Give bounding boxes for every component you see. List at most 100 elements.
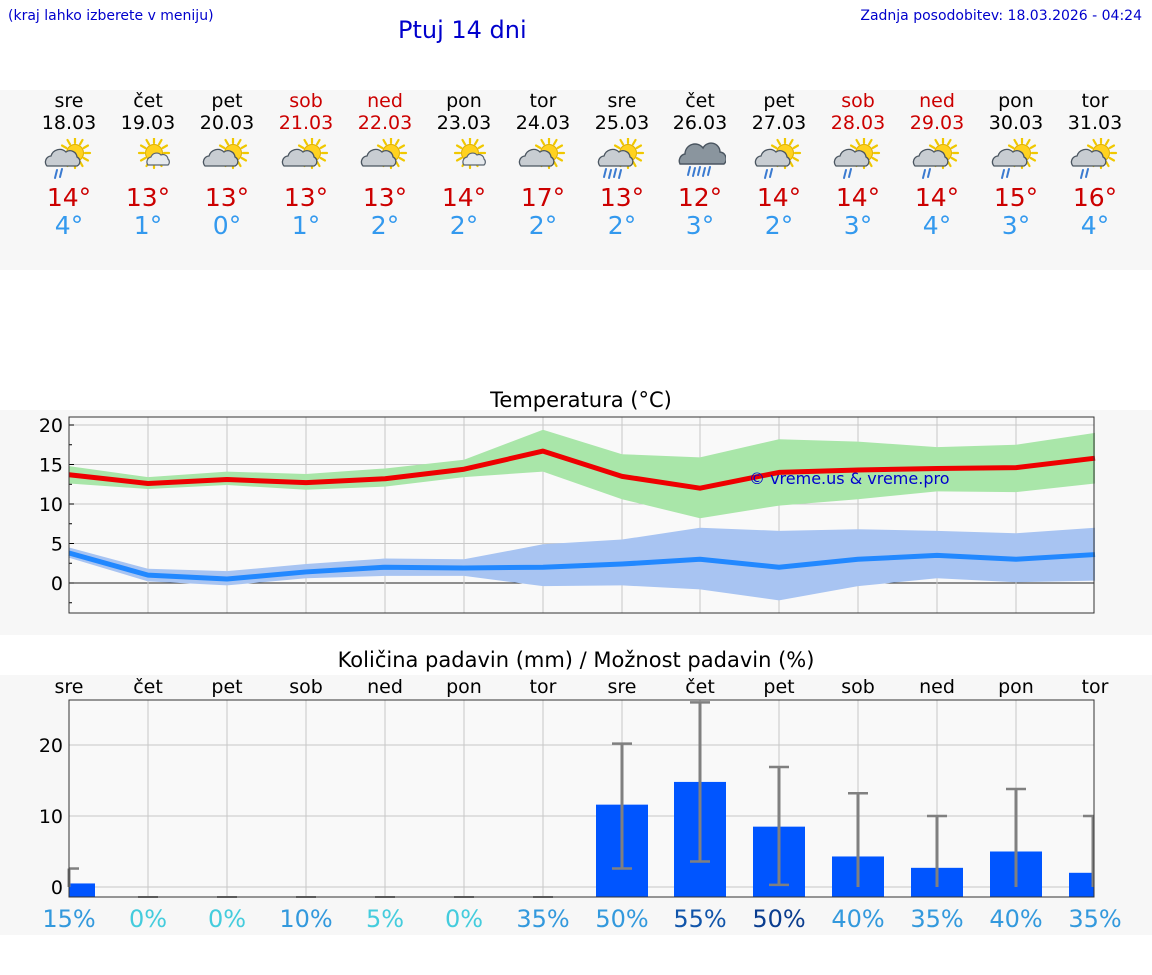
day-date: 26.03 — [672, 112, 728, 134]
sun-small-cloud-icon — [137, 138, 171, 170]
day-date: 19.03 — [120, 112, 176, 134]
day-date: 30.03 — [988, 112, 1044, 134]
precipitation-probability-label: 55% — [673, 905, 726, 933]
day-column: tor 24.03 17° 2° — [504, 90, 583, 240]
precipitation-day-label: tor — [1082, 676, 1109, 698]
day-name: ned — [919, 90, 955, 112]
day-name: tor — [1081, 90, 1109, 112]
day-column: pon 23.03 14° 2° — [425, 90, 504, 240]
max-temperature: 16° — [1072, 183, 1118, 212]
min-temperature: 4° — [1080, 211, 1110, 240]
min-temperature: 0° — [212, 211, 242, 240]
day-column: pet 20.03 13° 0° — [188, 90, 267, 240]
max-temperature: 13° — [599, 183, 645, 212]
min-temperature: 2° — [607, 211, 637, 240]
max-temperature: 14° — [835, 183, 881, 212]
cloud-heavy-rain-icon — [678, 142, 726, 177]
precipitation-error-bar — [927, 814, 947, 887]
precipitation-error-bar — [690, 701, 710, 863]
watermark-text: © vreme.us & vreme.pro — [749, 469, 950, 488]
day-name: sob — [289, 90, 323, 112]
precipitation-day-label: pon — [446, 676, 482, 698]
temperature-y-tick-label: 20 — [39, 415, 63, 437]
sun-cloud-heavy-rain-icon — [597, 138, 645, 179]
precipitation-probability-label: 10% — [279, 905, 332, 933]
precipitation-probability-label: 50% — [595, 905, 648, 933]
precipitation-probability-label: 0% — [445, 905, 483, 933]
precipitation-probability-label: 15% — [42, 905, 95, 933]
sun-cloud-icon — [518, 138, 566, 170]
max-temperature: 14° — [756, 183, 802, 212]
precipitation-y-tick-label: 10 — [39, 806, 63, 828]
sun-cloud-icon — [281, 138, 329, 170]
day-date: 28.03 — [830, 112, 886, 134]
sun-cloud-rain-icon — [991, 138, 1039, 179]
precipitation-probability-label: 35% — [1068, 905, 1121, 933]
precipitation-day-label: pet — [763, 676, 794, 698]
sun-cloud-icon — [202, 138, 250, 170]
day-column: ned 22.03 13° 2° — [346, 90, 425, 240]
max-temperature: 13° — [283, 183, 329, 212]
precipitation-y-tick-label: 0 — [51, 877, 63, 899]
precipitation-probability-label: 35% — [910, 905, 963, 933]
day-column: čet 19.03 13° 1° — [109, 90, 188, 240]
day-column: sre 18.03 14° 4° — [30, 90, 109, 240]
precipitation-day-label: pon — [998, 676, 1034, 698]
day-date: 24.03 — [515, 112, 571, 134]
precipitation-plot-frame — [68, 699, 1095, 898]
precipitation-bar — [69, 883, 95, 897]
min-temperature: 3° — [843, 211, 873, 240]
precipitation-day-label: ned — [367, 676, 403, 698]
day-name: pet — [211, 90, 243, 112]
precipitation-day-label: ned — [919, 676, 955, 698]
max-temperature: 15° — [993, 183, 1039, 212]
sun-small-cloud-icon — [453, 138, 487, 170]
day-name: čet — [685, 90, 715, 112]
precipitation-day-label: sre — [608, 676, 637, 698]
precipitation-chart-title: Količina padavin (mm) / Možnost padavin … — [337, 648, 815, 672]
day-name: tor — [529, 90, 557, 112]
sun-cloud-rain-icon — [833, 138, 881, 179]
day-date: 27.03 — [751, 112, 807, 134]
precipitation-probability-label: 40% — [831, 905, 884, 933]
precipitation-day-label: pet — [211, 676, 242, 698]
precipitation-probability-label: 40% — [989, 905, 1042, 933]
min-temperature: 2° — [764, 211, 794, 240]
day-name: sre — [54, 90, 84, 112]
location-hint-link[interactable]: (kraj lahko izberete v meniju) — [8, 8, 214, 24]
temperature-min-line — [68, 550, 1096, 582]
precipitation-error-bar — [848, 792, 868, 887]
min-temperature: 1° — [291, 211, 321, 240]
sun-cloud-rain-icon — [754, 138, 802, 179]
temperature-y-tick-label: 15 — [39, 455, 63, 477]
day-name: sob — [841, 90, 875, 112]
day-column: tor 31.03 16° 4° — [1056, 90, 1135, 240]
day-column: čet 26.03 12° 3° — [661, 90, 740, 240]
temperature-y-tick-label: 10 — [39, 494, 63, 516]
min-temperature: 2° — [449, 211, 479, 240]
temperature-y-tick-label: 5 — [51, 534, 63, 556]
day-date: 22.03 — [357, 112, 413, 134]
day-date: 31.03 — [1067, 112, 1123, 134]
day-column: sob 21.03 13° 1° — [267, 90, 346, 240]
day-date: 29.03 — [909, 112, 965, 134]
last-update-text: Zadnja posodobitev: 18.03.2026 - 04:24 — [860, 8, 1142, 24]
day-column: pon 30.03 15° 3° — [977, 90, 1056, 240]
precipitation-day-label: čet — [685, 676, 715, 698]
max-temperature: 13° — [125, 183, 171, 212]
precipitation-y-tick-label: 20 — [39, 735, 63, 757]
max-temperature: 13° — [204, 183, 250, 212]
min-temperature: 3° — [1001, 211, 1031, 240]
precipitation-error-bar — [1083, 814, 1095, 887]
precipitation-day-label: čet — [133, 676, 163, 698]
day-name: pet — [763, 90, 795, 112]
min-temperature: 3° — [685, 211, 715, 240]
day-name: ned — [367, 90, 403, 112]
min-temperature: 4° — [922, 211, 952, 240]
temperature-max-line — [68, 448, 1096, 491]
day-date: 23.03 — [436, 112, 492, 134]
day-name: sre — [607, 90, 637, 112]
precipitation-day-label: sob — [841, 676, 875, 698]
precipitation-probability-label: 5% — [366, 905, 404, 933]
